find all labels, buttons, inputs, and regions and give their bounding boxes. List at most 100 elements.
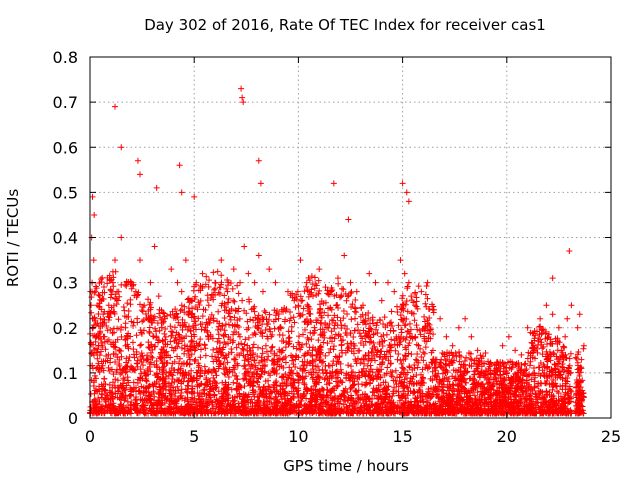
data-point bbox=[562, 333, 569, 340]
data-point bbox=[403, 189, 410, 196]
data-point bbox=[405, 350, 412, 357]
data-point bbox=[412, 395, 419, 402]
data-point bbox=[391, 288, 398, 295]
data-point bbox=[259, 321, 266, 328]
data-point bbox=[217, 291, 224, 298]
data-point bbox=[95, 291, 102, 298]
data-point bbox=[424, 365, 431, 372]
data-point bbox=[101, 375, 108, 382]
data-point bbox=[385, 279, 392, 286]
data-point bbox=[280, 338, 287, 345]
data-point bbox=[176, 162, 183, 169]
data-point bbox=[146, 330, 153, 337]
data-point bbox=[417, 345, 424, 352]
data-point bbox=[130, 346, 137, 353]
data-point bbox=[241, 362, 248, 369]
data-point bbox=[211, 367, 218, 374]
data-point bbox=[200, 386, 207, 393]
grid-lines bbox=[90, 57, 611, 418]
data-point bbox=[288, 323, 295, 330]
data-point bbox=[574, 324, 581, 331]
data-point bbox=[423, 283, 430, 290]
data-point bbox=[403, 333, 410, 340]
data-point bbox=[353, 288, 360, 295]
data-point bbox=[139, 318, 146, 325]
data-point bbox=[238, 85, 245, 92]
data-point bbox=[201, 342, 208, 349]
data-point bbox=[414, 357, 421, 364]
data-point bbox=[408, 351, 415, 358]
data-point bbox=[202, 352, 209, 359]
data-point bbox=[266, 311, 273, 318]
data-point bbox=[401, 270, 408, 277]
data-point bbox=[393, 303, 400, 310]
data-point bbox=[394, 356, 401, 363]
data-point bbox=[210, 366, 217, 373]
data-point bbox=[474, 347, 481, 354]
data-point bbox=[356, 330, 363, 337]
data-point bbox=[134, 292, 141, 299]
data-point bbox=[265, 353, 272, 360]
data-point bbox=[347, 385, 354, 392]
data-point bbox=[303, 283, 310, 290]
data-point bbox=[406, 340, 413, 347]
data-point bbox=[296, 333, 303, 340]
data-point bbox=[576, 373, 583, 380]
data-point bbox=[224, 299, 231, 306]
data-point bbox=[221, 327, 228, 334]
data-point bbox=[422, 300, 429, 307]
data-point bbox=[362, 338, 369, 345]
data-point bbox=[136, 387, 143, 394]
data-point bbox=[262, 342, 269, 349]
data-point bbox=[421, 313, 428, 320]
data-point bbox=[215, 388, 222, 395]
data-point bbox=[146, 324, 153, 331]
data-point bbox=[340, 315, 347, 322]
data-point bbox=[88, 309, 95, 316]
data-point bbox=[255, 252, 262, 259]
data-point bbox=[112, 257, 119, 264]
data-point bbox=[549, 275, 556, 282]
data-point bbox=[99, 362, 106, 369]
data-point bbox=[136, 301, 143, 308]
data-point bbox=[279, 332, 286, 339]
data-point bbox=[550, 350, 557, 357]
data-point bbox=[230, 266, 237, 273]
data-point bbox=[580, 345, 587, 352]
data-point bbox=[343, 297, 350, 304]
data-point bbox=[573, 355, 580, 362]
data-point bbox=[240, 99, 247, 106]
data-point bbox=[352, 315, 359, 322]
data-point bbox=[178, 288, 185, 295]
data-point bbox=[326, 380, 333, 387]
data-point bbox=[440, 389, 447, 396]
data-point bbox=[373, 322, 380, 329]
data-point bbox=[221, 292, 228, 299]
data-point bbox=[424, 279, 431, 286]
data-point bbox=[321, 309, 328, 316]
data-point bbox=[403, 298, 410, 305]
data-point bbox=[397, 312, 404, 319]
data-point bbox=[205, 302, 212, 309]
data-point bbox=[235, 290, 242, 297]
data-point bbox=[388, 319, 395, 326]
data-point bbox=[552, 361, 559, 368]
data-point bbox=[388, 308, 395, 315]
data-point bbox=[208, 369, 215, 376]
data-point bbox=[307, 291, 314, 298]
data-point bbox=[259, 288, 266, 295]
data-point bbox=[168, 266, 175, 273]
data-point bbox=[405, 279, 412, 286]
data-point bbox=[114, 354, 121, 361]
data-point bbox=[276, 324, 283, 331]
data-point bbox=[287, 369, 294, 376]
data-point bbox=[345, 216, 352, 223]
data-point bbox=[349, 301, 356, 308]
data-point bbox=[297, 257, 304, 264]
data-point bbox=[316, 266, 323, 273]
data-point bbox=[284, 288, 291, 295]
data-point bbox=[162, 386, 169, 393]
data-point bbox=[231, 397, 238, 404]
data-point bbox=[245, 334, 252, 341]
data-point bbox=[351, 327, 358, 334]
